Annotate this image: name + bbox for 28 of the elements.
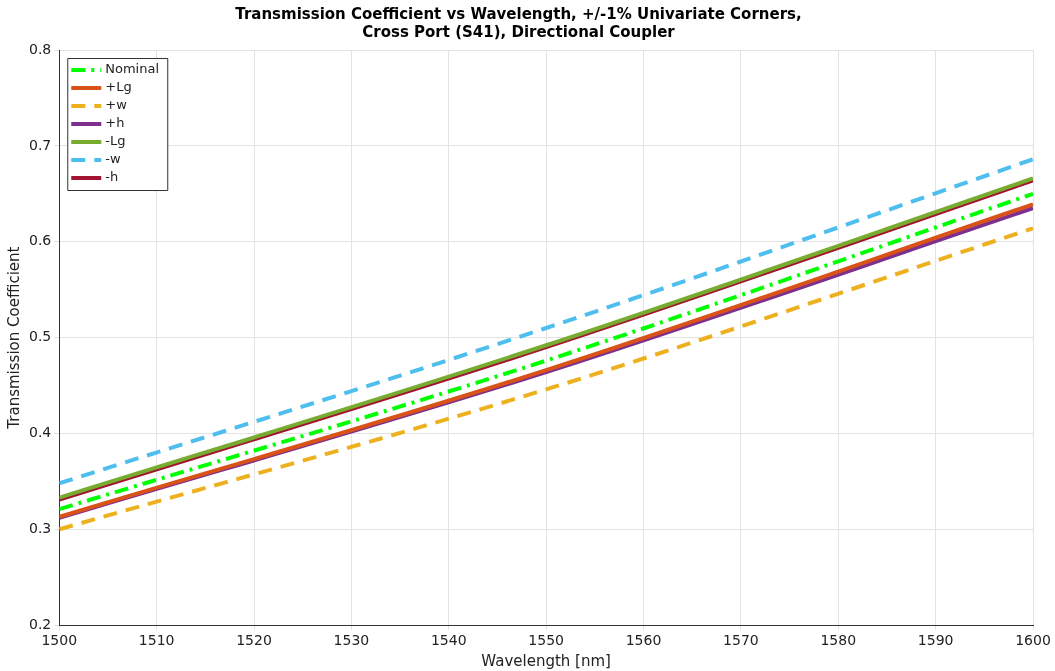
y-tick-label: 0.7 [29, 136, 52, 153]
y-tick-label: 0.6 [29, 232, 52, 249]
x-tick-label: 1560 [625, 632, 662, 649]
x-tick-label: 1550 [528, 632, 564, 649]
x-tick-label: 1510 [138, 632, 175, 649]
x-tick-label: 1530 [333, 632, 370, 649]
legend-label: +h [105, 115, 125, 131]
x-tick-label: 1540 [430, 632, 467, 649]
y-tick-label: 0.8 [29, 40, 52, 57]
x-tick-label: 1580 [820, 632, 857, 649]
x-tick-label: 1570 [723, 632, 759, 649]
x-tick-label: 1600 [1015, 632, 1051, 649]
x-tick-label: 1520 [236, 632, 272, 649]
y-tick-label: 0.4 [29, 424, 52, 441]
y-axis-title: Transmission Coefficient [4, 246, 23, 430]
chart-title: Transmission Coefficient vs Wavelength, +/-1% Univariate Corners, Cross Port (S41), Directional Coupler [235, 4, 802, 41]
x-tick-label: 1590 [917, 632, 954, 649]
legend-label: -w [105, 151, 121, 167]
legend-label: -h [105, 169, 119, 185]
legend-label: -Lg [105, 133, 126, 149]
legend-label: +Lg [105, 79, 132, 95]
y-tick-label: 0.5 [29, 328, 52, 345]
x-axis-title: Wavelength [nm] [481, 651, 611, 670]
legend-label: Nominal [105, 61, 160, 77]
y-tick-label: 0.2 [29, 615, 52, 632]
legend-label: +w [105, 97, 128, 113]
x-tick-label: 1500 [41, 632, 78, 649]
y-tick-label: 0.3 [29, 519, 52, 536]
